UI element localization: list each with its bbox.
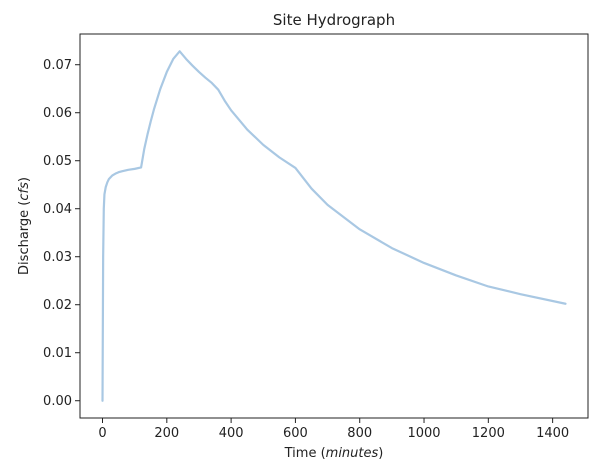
x-axis-label-unit: minutes bbox=[326, 446, 379, 461]
x-tick-label: 1400 bbox=[536, 426, 569, 441]
x-tick-label: 0 bbox=[98, 426, 106, 441]
y-axis-label: Discharge (cfs) bbox=[17, 177, 32, 275]
x-tick-label: 600 bbox=[283, 426, 308, 441]
series-line-0 bbox=[101, 50, 567, 402]
plot-frame bbox=[79, 33, 589, 419]
x-tick-label: 400 bbox=[219, 426, 244, 441]
y-tick-label: 0.02 bbox=[43, 298, 72, 313]
x-tick-label: 200 bbox=[154, 426, 179, 441]
x-tick-label: 1200 bbox=[472, 426, 505, 441]
x-tick-label: 1000 bbox=[407, 426, 440, 441]
y-axis-label-unit: cfs bbox=[17, 182, 32, 201]
x-axis-label-suffix: ) bbox=[378, 446, 383, 461]
x-axis-label-prefix: Time ( bbox=[284, 446, 326, 461]
chart-title: Site Hydrograph bbox=[273, 11, 395, 29]
y-tick-label: 0.05 bbox=[43, 154, 72, 169]
plot-area: 0 200 400 600 800 1000 1200 1400 0.00 0.01 0.02 0.0… bbox=[43, 33, 589, 441]
y-tick-label: 0.06 bbox=[43, 106, 72, 121]
y-axis-label-suffix: ) bbox=[17, 177, 32, 182]
y-tick-label: 0.01 bbox=[43, 346, 72, 361]
y-tick-label: 0.04 bbox=[43, 202, 72, 217]
y-axis-label-prefix: Discharge ( bbox=[17, 201, 32, 275]
x-tick-label: 800 bbox=[347, 426, 372, 441]
y-tick-label: 0.00 bbox=[43, 394, 72, 409]
x-axis-label: Time (minutes) bbox=[284, 446, 384, 461]
y-tick-label: 0.03 bbox=[43, 250, 72, 265]
y-tick-label: 0.07 bbox=[43, 58, 72, 73]
